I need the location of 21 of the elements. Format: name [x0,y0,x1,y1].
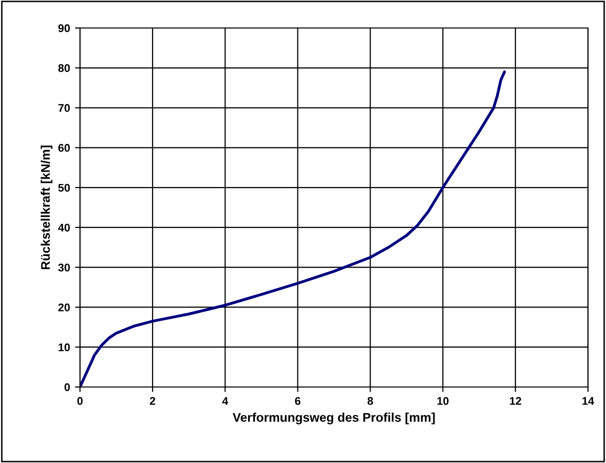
y-tick-label: 70 [58,104,70,112]
line-series [80,70,506,387]
y-tick-label: 90 [58,24,70,32]
x-tick-label: 2 [150,397,156,405]
y-tick-label: 20 [58,303,70,312]
y-tick-label: 80 [58,64,70,72]
y-tick-label: 40 [58,224,70,232]
y-tick-label: 60 [58,144,70,152]
x-tick-label: 0 [77,397,83,405]
y-axis-title: Rückstellkraft [kN/m] [40,146,52,270]
x-tick-label: 8 [368,397,374,405]
y-tick-label: 50 [58,184,70,192]
x-tick-label: 14 [582,397,594,405]
x-axis-title: Verformungsweg des Profils [mm] [232,412,435,424]
y-tick-label: 0 [64,383,70,392]
y-tick-label: 10 [58,343,70,352]
x-tick-label: 10 [437,397,449,405]
x-tick-label: 4 [222,397,228,405]
y-tick-label: 30 [58,264,70,272]
x-tick-label: 12 [510,397,522,405]
x-tick-label: 6 [295,397,300,405]
